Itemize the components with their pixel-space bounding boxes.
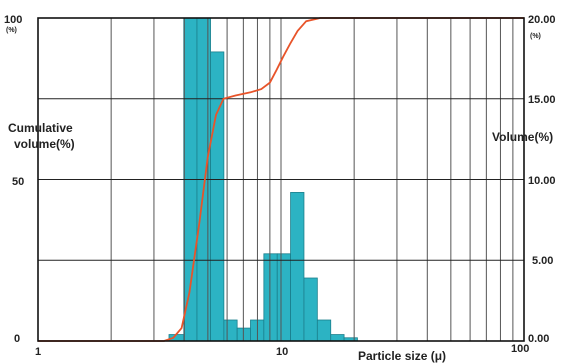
volume-bar <box>263 253 278 342</box>
volume-bar <box>210 51 225 342</box>
cumulative-volume-line <box>38 17 524 342</box>
y-right-tick-15: 15.00 <box>528 94 556 106</box>
y-left-unit: (%) <box>6 27 17 34</box>
volume-bar <box>316 319 332 342</box>
plot-frame <box>37 17 525 342</box>
cumulative-volume-label: Cumulative volume(%) <box>8 121 75 151</box>
y-right-tick-5: 5.00 <box>532 255 553 267</box>
y-right-unit: (%) <box>530 33 541 40</box>
y-left-tick-0: 0 <box>14 333 20 345</box>
volume-bar <box>330 334 345 342</box>
x-axis-label: Particle size (μ) <box>358 349 446 363</box>
volume-bar <box>290 192 305 342</box>
x-tick-100: 100 <box>511 343 529 355</box>
y-right-tick-20: 20.00 <box>528 14 556 26</box>
volume-bar <box>223 319 238 342</box>
y-right-tick-0: 0.00 <box>528 333 549 345</box>
y-right-tick-10: 10.00 <box>528 175 556 187</box>
x-tick-1: 1 <box>35 346 41 358</box>
x-tick-10: 10 <box>276 346 288 358</box>
volume-bar <box>303 277 318 342</box>
volume-label: Volume(%) <box>492 130 553 144</box>
y-left-tick-100: 100 <box>4 14 22 26</box>
grid-lines <box>38 18 524 341</box>
y-left-tick-50: 50 <box>12 176 24 188</box>
volume-bar <box>276 253 291 342</box>
